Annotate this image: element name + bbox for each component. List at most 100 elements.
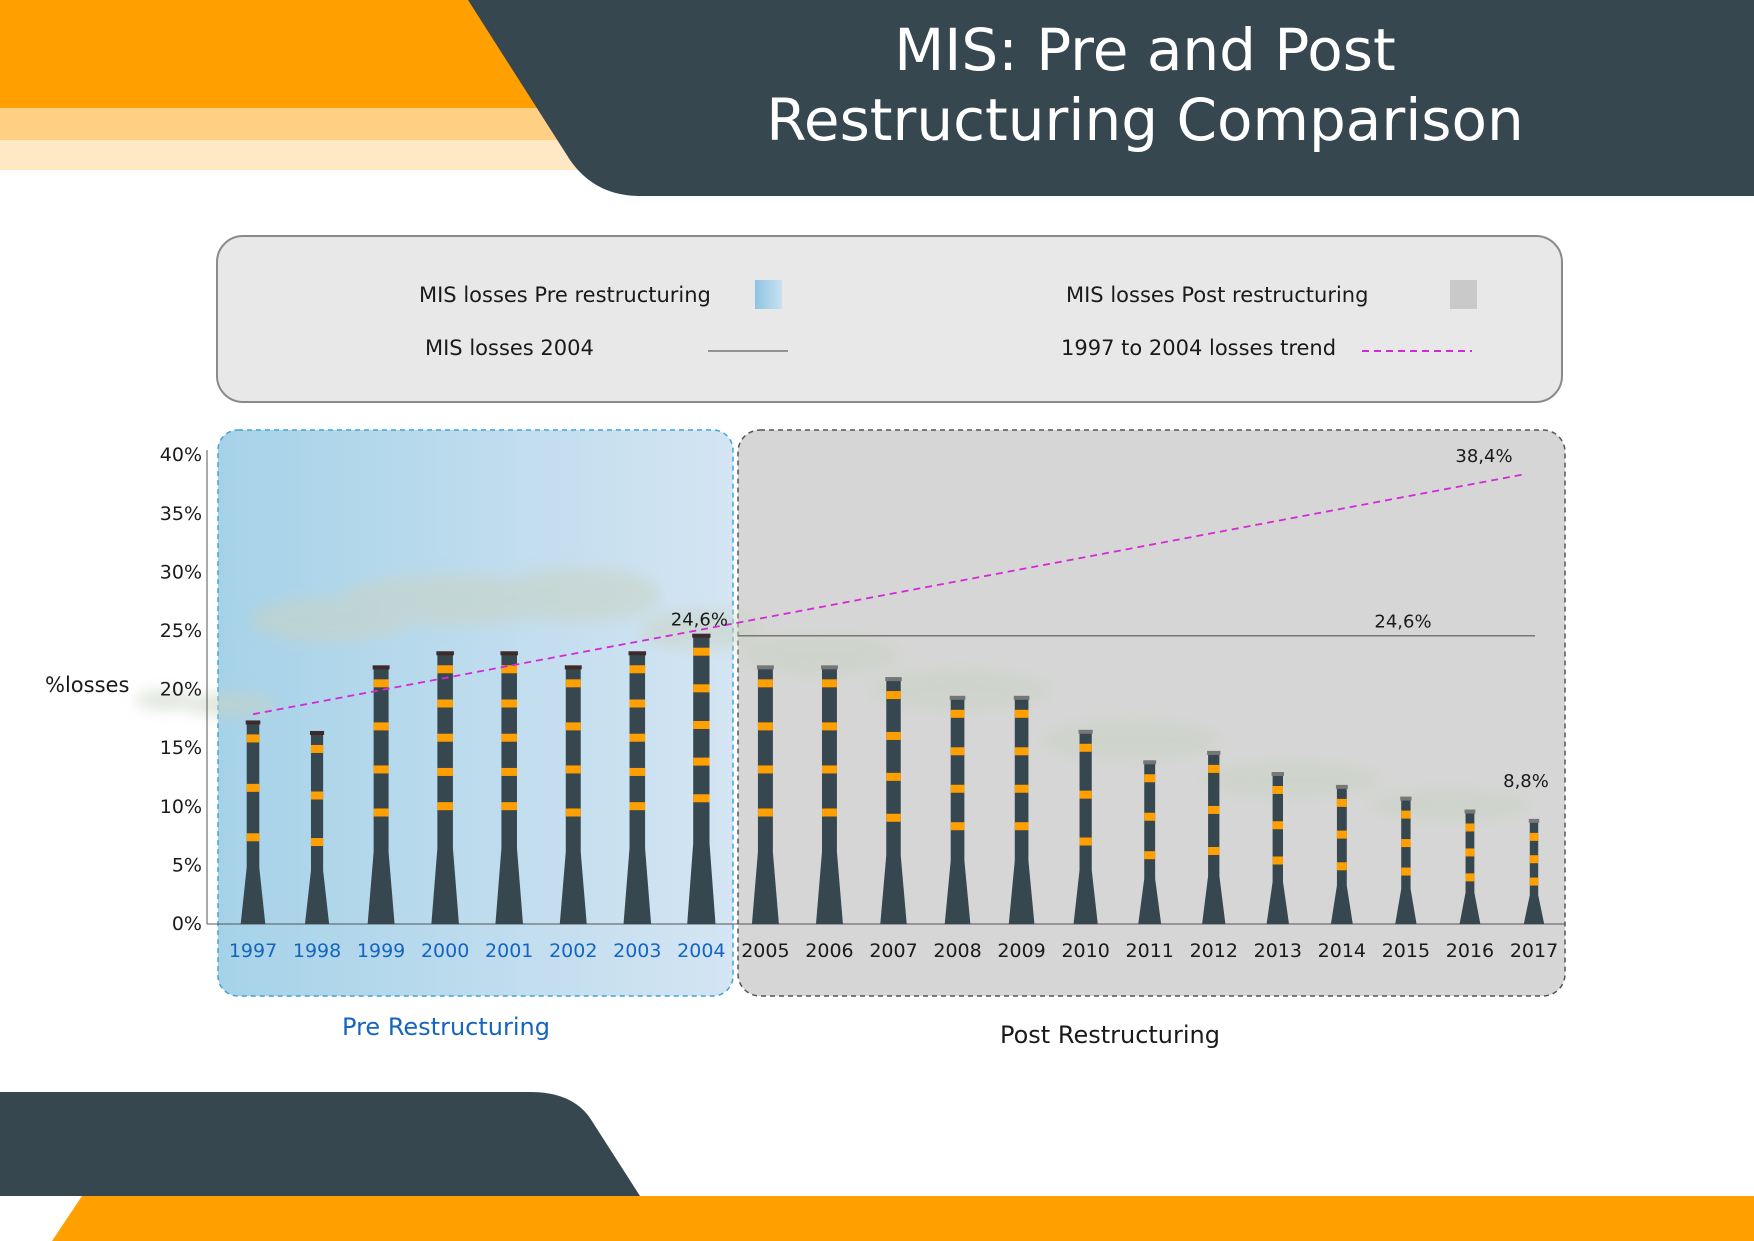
bar-band [1529,855,1539,864]
bar-band [310,791,324,800]
reference-line-group: 24,6% [738,612,1535,637]
bar-band [373,679,389,688]
bar-chimney [495,653,523,924]
bar-band [246,734,260,743]
bar [1138,760,1162,924]
bar-cap [820,665,838,670]
legend-label-2004: MIS losses 2004 [425,336,594,360]
x-tick-label: 2002 [549,940,597,962]
bar-band [565,765,581,774]
bar [431,651,459,924]
bar [1008,695,1035,924]
bar-chimney [559,667,587,924]
y-tick-label: 0% [172,913,202,935]
bar-band [629,733,646,742]
x-tick-label: 2006 [805,940,853,962]
bar-chimney [240,722,266,924]
bar-cap [436,651,454,656]
bar-band [437,767,453,776]
bar-band [1208,805,1220,814]
bar-chimney [1202,752,1226,924]
bar [1459,809,1481,924]
bar-cap [309,730,325,735]
bar-band [1144,851,1156,860]
bar-band [693,684,710,693]
legend: MIS losses Pre restructuring MIS losses … [216,235,1563,403]
bar-band [565,722,581,731]
bar-band [693,720,710,729]
bar-band [821,765,837,774]
bar-band [1336,830,1347,839]
page-title-line-1: MIS: Pre and Post [894,16,1396,84]
x-tick-label: 2001 [485,940,533,962]
trend-end-label: 38,4% [1455,446,1512,467]
x-ticks: 1997 1998 1999 2000 2001 2002 2003 2004 2005 2006… [229,940,1558,962]
bar-band [950,709,965,718]
bar-cap [1464,809,1476,814]
bar-band [757,808,773,817]
legend-swatch-pre [755,280,782,309]
x-tick-label: 2008 [933,940,981,962]
bar-band [1336,798,1347,807]
bar-band [565,808,581,817]
bar-band [693,794,710,803]
x-tick-label: 2005 [741,940,789,962]
bar-band [1401,867,1411,876]
y-tick-label: 20% [160,679,202,701]
bar-band [950,784,965,793]
bar-band [310,744,324,753]
bar-chimney [623,653,652,924]
y-tick-label: 35% [160,503,202,525]
bar-band [950,822,965,831]
y-tick-label: 30% [160,561,202,583]
bar-band [757,722,773,731]
bar-band [1272,785,1283,794]
annotation-2017: 8,8% [1503,771,1549,792]
pre-region [217,429,734,997]
bar-cap [564,665,582,670]
bar-band [1401,839,1411,848]
bar-band [757,679,773,688]
bar-cap [1528,818,1540,823]
bar-band [886,772,901,781]
footer [0,1092,1754,1241]
bar-chimney [687,635,716,924]
bar [687,633,716,924]
period-regions [217,429,1566,997]
bar-chimney [431,653,459,924]
x-tick-label: 2007 [869,940,917,962]
bar [495,651,523,924]
header-light-band [0,108,620,140]
bar-band [501,733,517,742]
bar-band [886,691,901,700]
bar-cap [1207,750,1221,755]
bar-chimney [367,667,395,924]
x-tick-label: 2014 [1318,940,1366,962]
bar [1202,750,1226,924]
bar-band [1079,790,1092,799]
bar-band [629,699,646,708]
bar-band [1208,764,1220,773]
bar-cap [1400,796,1412,801]
reference-line-label: 24,6% [1374,612,1431,633]
bar-band [1208,846,1220,855]
bar [1073,729,1098,924]
bar-cap [245,720,261,725]
bar-band [1465,823,1475,832]
bar-chimney [1138,762,1162,924]
bar-band [437,699,453,708]
bar-cap [1078,729,1093,734]
bar [815,665,843,924]
x-tick-label: 2015 [1382,940,1430,962]
bar-band [437,733,453,742]
bar-band [1014,784,1029,793]
y-tick-label: 40% [160,444,202,466]
annotation-2004: 24,6% [671,610,728,631]
bar-band [1529,832,1539,841]
y-tick-label: 15% [160,737,202,759]
bar-chimney [1330,786,1353,924]
bar-band [629,802,646,811]
bar-band [437,802,453,811]
legend-label-post: MIS losses Post restructuring [1066,283,1368,307]
x-tick-label: 2009 [997,940,1045,962]
